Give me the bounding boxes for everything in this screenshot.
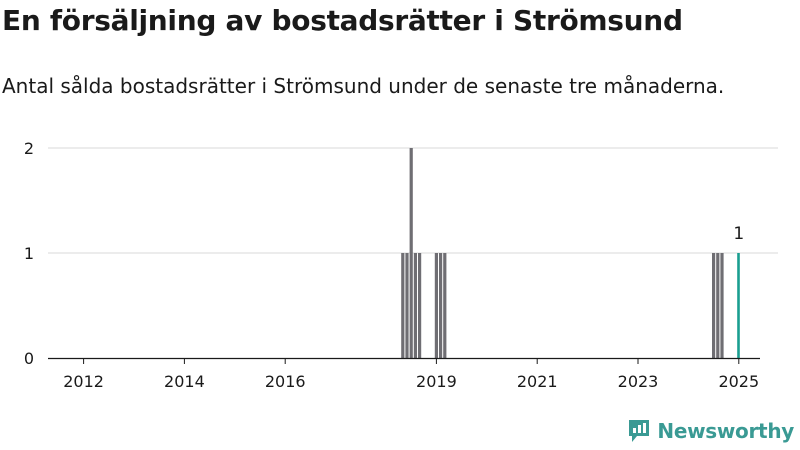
grid-lines — [48, 147, 778, 254]
newsworthy-logo-icon — [629, 420, 650, 442]
annotations: 1 — [733, 224, 744, 244]
x-tick-label: 2012 — [63, 372, 104, 391]
bar — [443, 253, 447, 358]
bar — [418, 253, 422, 358]
bar — [716, 253, 720, 358]
newsworthy-logo: Newsworthy — [627, 418, 794, 444]
x-tick-label: 2014 — [164, 372, 205, 391]
bars — [401, 148, 740, 358]
data-label: 1 — [733, 224, 744, 244]
bar — [405, 253, 409, 358]
bar — [434, 253, 438, 358]
bar — [712, 253, 716, 358]
bar — [401, 253, 405, 358]
y-tick-label: 0 — [24, 349, 34, 368]
x-tick-label: 2016 — [265, 372, 306, 391]
bar — [439, 253, 443, 358]
chart-subtitle: Antal sålda bostadsrätter i Strömsund un… — [2, 74, 725, 98]
logo-text: Newsworthy — [657, 419, 794, 443]
y-tick-labels: 0 1 2 — [24, 139, 34, 368]
x-tick-label: 2023 — [618, 372, 659, 391]
y-tick-label: 2 — [24, 139, 34, 158]
x-tick-label: 2019 — [416, 372, 457, 391]
y-tick-label: 1 — [24, 244, 34, 263]
bar — [720, 253, 724, 358]
x-tick-label: 2025 — [718, 372, 759, 391]
bar — [413, 253, 417, 358]
bar-highlighted — [737, 253, 740, 358]
x-tick-labels: 2012 2014 2016 2019 2021 2023 2025 — [63, 358, 759, 391]
bar — [409, 148, 413, 358]
chart-title: En försäljning av bostadsrätter i Ströms… — [2, 4, 683, 37]
x-tick-label: 2021 — [517, 372, 558, 391]
